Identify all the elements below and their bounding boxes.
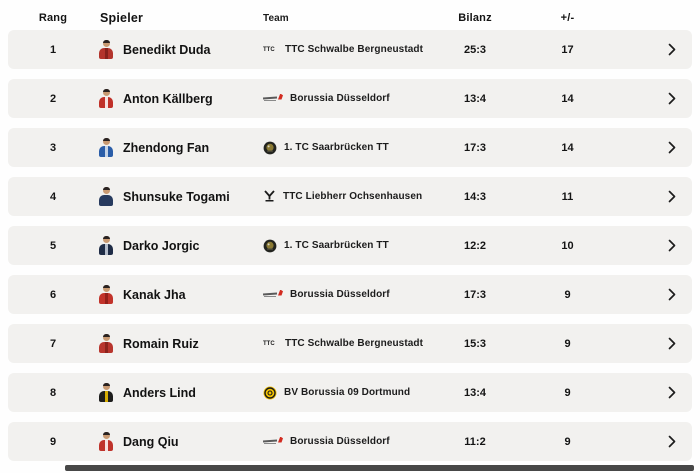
header-team: Team <box>263 12 289 24</box>
table-row[interactable]: 4 Shunsuke Togami TTC Liebherr Ochsenhau… <box>8 177 692 216</box>
team-logo-icon <box>263 190 276 203</box>
team-logo-icon <box>263 239 277 253</box>
player-name: Shunsuke Togami <box>123 189 230 204</box>
player-name: Zhendong Fan <box>123 140 210 155</box>
player-name: Kanak Jha <box>123 287 186 302</box>
player-avatar <box>98 88 114 108</box>
rank-value: 4 <box>49 190 57 203</box>
team-logo-icon: TTC <box>263 340 275 347</box>
chevron-right-icon[interactable] <box>615 43 692 56</box>
balance-value: 11:2 <box>464 435 486 448</box>
table-header: Rang Spieler Team Bilanz +/- <box>8 0 692 30</box>
chevron-right-icon[interactable] <box>615 141 692 154</box>
balance-value: 25:3 <box>463 43 487 56</box>
table-row[interactable]: 8 Anders Lind BV Borussia 09 Dortmund 13… <box>8 373 692 412</box>
rank-value: 6 <box>49 288 57 301</box>
table-row[interactable]: 7 Romain Ruiz TTC TTC Schwalbe Bergneust… <box>8 324 692 363</box>
player-name: Darko Jorgic <box>123 238 200 253</box>
table-row[interactable]: 3 Zhendong Fan 1. TC Saarbrücken TT 17:3… <box>8 128 692 167</box>
player-name: Benedikt Duda <box>123 42 211 57</box>
chevron-right-icon[interactable] <box>615 337 692 350</box>
next-row-peek-bar <box>65 465 694 471</box>
team-logo-icon <box>263 386 277 400</box>
table-body: 1 Benedikt Duda TTC TTC Schwalbe Bergneu… <box>0 30 700 461</box>
team-name: 1. TC Saarbrücken TT <box>284 142 389 153</box>
rank-value: 5 <box>49 239 57 252</box>
table-row[interactable]: 2 Anton Källberg Borussia Düsseldorf 13:… <box>8 79 692 118</box>
rank-value: 2 <box>49 92 57 105</box>
plusminus-value: 9 <box>564 288 571 301</box>
rank-value: 8 <box>49 386 57 399</box>
header-rank: Rang <box>38 12 68 24</box>
player-name: Dang Qiu <box>123 434 179 449</box>
rank-value: 9 <box>49 435 57 448</box>
player-avatar <box>98 186 114 206</box>
plusminus-value: 10 <box>561 239 574 252</box>
team-logo-icon <box>262 289 283 300</box>
balance-value: 14:3 <box>463 190 487 203</box>
rank-value: 7 <box>49 337 57 350</box>
team-name: TTC Liebherr Ochsenhausen <box>283 191 423 202</box>
player-name: Romain Ruiz <box>123 336 199 351</box>
plusminus-value: 9 <box>564 435 571 448</box>
plusminus-value: 17 <box>561 43 574 56</box>
chevron-right-icon[interactable] <box>615 386 692 399</box>
table-row[interactable]: 9 Dang Qiu Borussia Düsseldorf 11:2 9 <box>8 422 692 461</box>
chevron-right-icon[interactable] <box>615 239 692 252</box>
balance-value: 12:2 <box>463 239 487 252</box>
player-avatar <box>98 235 114 255</box>
team-name: BV Borussia 09 Dortmund <box>284 387 411 398</box>
plusminus-value: 11 <box>561 190 574 203</box>
chevron-right-icon[interactable] <box>615 92 692 105</box>
chevron-right-icon[interactable] <box>615 190 692 203</box>
table-row[interactable]: 1 Benedikt Duda TTC TTC Schwalbe Bergneu… <box>8 30 692 69</box>
header-balance: Bilanz <box>458 12 492 24</box>
table-row[interactable]: 5 Darko Jorgic 1. TC Saarbrücken TT 12:2… <box>8 226 692 265</box>
balance-value: 13:4 <box>463 92 487 105</box>
plusminus-value: 14 <box>561 141 574 154</box>
balance-value: 13:4 <box>463 386 487 399</box>
chevron-right-icon[interactable] <box>615 288 692 301</box>
player-name: Anton Källberg <box>123 91 213 106</box>
player-avatar <box>98 39 114 59</box>
rank-value: 1 <box>49 43 57 56</box>
balance-value: 17:3 <box>463 141 487 154</box>
player-name: Anders Lind <box>123 385 196 400</box>
plusminus-value: 14 <box>561 92 574 105</box>
balance-value: 15:3 <box>463 337 487 350</box>
header-plusminus: +/- <box>560 12 575 24</box>
rank-value: 3 <box>49 141 57 154</box>
player-avatar <box>98 431 114 451</box>
player-avatar <box>98 137 114 157</box>
team-name: Borussia Düsseldorf <box>290 436 390 447</box>
player-avatar <box>98 284 114 304</box>
plusminus-value: 9 <box>564 337 571 350</box>
team-name: Borussia Düsseldorf <box>290 289 390 300</box>
balance-value: 17:3 <box>463 288 487 301</box>
table-row[interactable]: 6 Kanak Jha Borussia Düsseldorf 17:3 9 <box>8 275 692 314</box>
team-name: 1. TC Saarbrücken TT <box>284 240 389 251</box>
chevron-right-icon[interactable] <box>615 435 692 448</box>
player-avatar <box>98 333 114 353</box>
team-name: Borussia Düsseldorf <box>290 93 390 104</box>
header-player: Spieler <box>100 11 144 25</box>
team-logo-icon: TTC <box>263 46 275 53</box>
team-logo-icon <box>262 93 283 104</box>
team-logo-icon <box>262 436 283 447</box>
player-avatar <box>98 382 114 402</box>
team-name: TTC Schwalbe Bergneustadt <box>285 44 424 55</box>
plusminus-value: 9 <box>564 386 571 399</box>
team-name: TTC Schwalbe Bergneustadt <box>285 338 424 349</box>
team-logo-icon <box>263 141 277 155</box>
